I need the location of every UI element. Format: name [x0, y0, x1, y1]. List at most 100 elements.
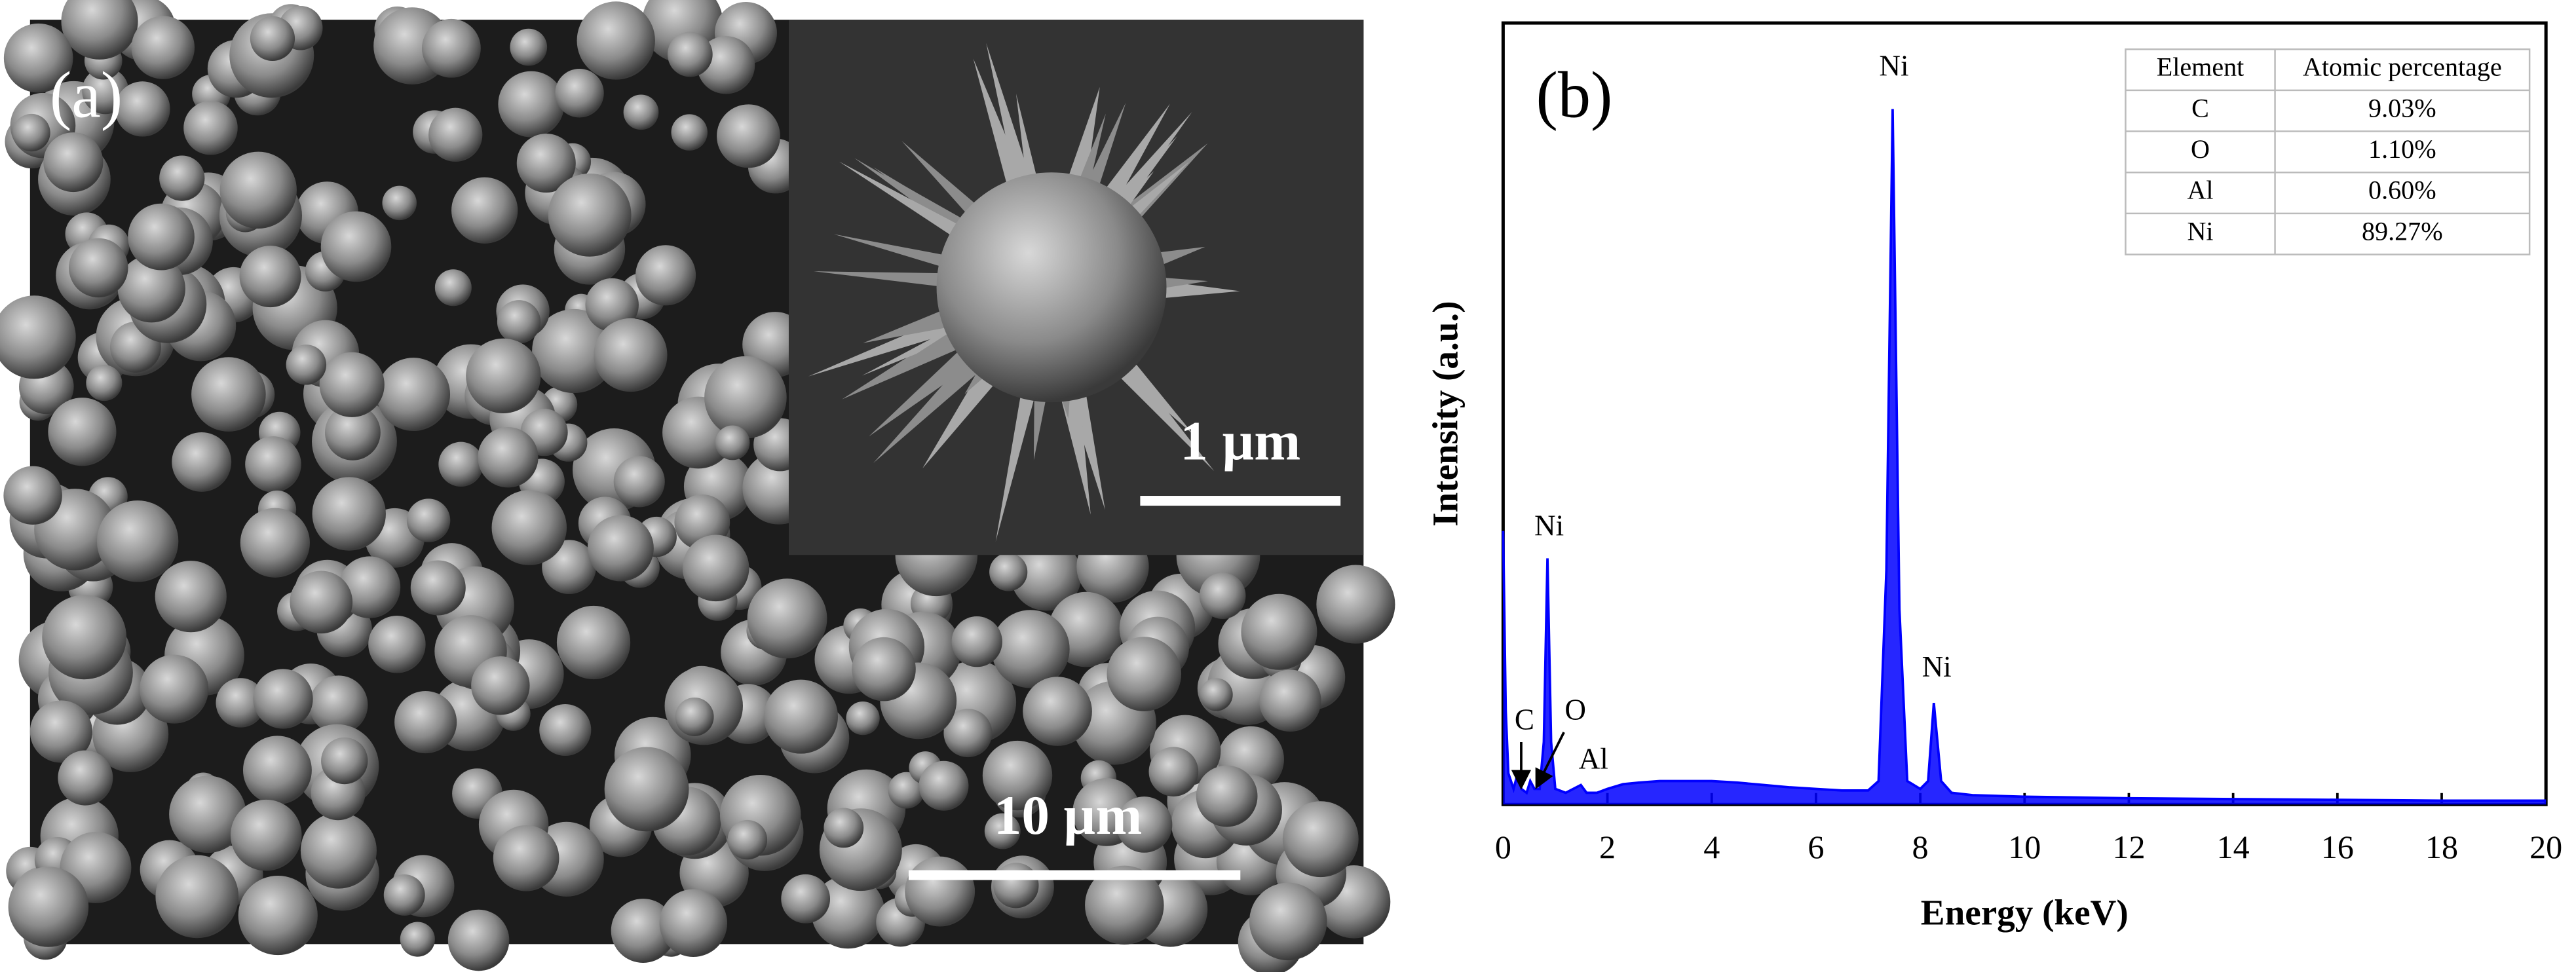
arrow — [1535, 732, 1565, 789]
particle — [1148, 747, 1199, 796]
particle — [394, 691, 457, 754]
scale-bar — [1140, 496, 1341, 506]
particle — [61, 0, 138, 60]
particle — [43, 132, 104, 193]
particle — [48, 398, 117, 466]
particle — [991, 610, 1070, 688]
particle — [3, 466, 62, 525]
particle — [321, 737, 368, 785]
table — [2125, 48, 2531, 255]
particle — [824, 808, 864, 848]
particle — [498, 71, 565, 138]
particle — [905, 856, 975, 927]
particle — [623, 94, 659, 130]
x-axis-label: Energy (keV) — [1921, 892, 2129, 932]
x-tick-label: 8 — [1912, 829, 1929, 865]
table-cell: 89.27% — [2362, 216, 2443, 246]
x-tick-label: 0 — [1495, 829, 1511, 865]
particle — [585, 278, 639, 332]
scale-bar-label: 1 µm — [1180, 410, 1300, 472]
particle — [69, 238, 128, 298]
particle — [183, 101, 238, 155]
table-header: Element — [2157, 52, 2245, 82]
particle — [747, 578, 827, 659]
particle — [491, 490, 567, 565]
scale-bar-label: 10 µm — [994, 785, 1143, 846]
particle — [155, 855, 239, 939]
particle — [667, 31, 713, 77]
x-tick-label: 18 — [2425, 829, 2458, 865]
particle — [1241, 593, 1317, 670]
particle — [1116, 796, 1173, 853]
particle — [320, 211, 392, 282]
particle-core — [936, 172, 1167, 403]
particle — [1199, 572, 1246, 619]
y-axis-label: Intensity (a.u.) — [1425, 301, 1465, 527]
particle — [555, 68, 604, 118]
particle — [635, 245, 696, 306]
particle — [309, 675, 368, 734]
particle — [219, 151, 297, 229]
particle — [1249, 882, 1327, 961]
particle — [682, 534, 749, 602]
sem-particles — [0, 0, 1395, 972]
particle — [715, 425, 750, 460]
particle — [240, 508, 311, 578]
particle — [290, 570, 353, 634]
particle — [671, 114, 708, 151]
particle — [58, 750, 113, 806]
particle — [338, 556, 401, 618]
particle — [539, 703, 592, 757]
particle — [96, 500, 179, 582]
table-cell: 0.60% — [2368, 176, 2436, 205]
particle — [239, 246, 301, 308]
particle — [1196, 765, 1258, 827]
particle — [451, 177, 518, 244]
particle — [117, 255, 185, 323]
particle — [155, 561, 227, 633]
x-tick-label: 16 — [2321, 829, 2354, 865]
x-tick-label: 10 — [2008, 829, 2041, 865]
particle — [478, 427, 539, 488]
particle — [383, 874, 425, 916]
scale-bar — [908, 870, 1241, 880]
particle — [238, 875, 318, 956]
particle — [587, 515, 654, 582]
particle — [172, 432, 232, 492]
particle — [242, 736, 312, 805]
particle — [1085, 865, 1164, 945]
x-tick-label: 4 — [1703, 829, 1720, 865]
particle — [128, 203, 195, 271]
table-cell: 9.03% — [2368, 93, 2436, 122]
particle — [493, 825, 559, 891]
particle — [447, 909, 510, 971]
spectrum-line — [1502, 109, 2547, 802]
particle — [428, 107, 483, 162]
peak-label: Al — [1579, 742, 1608, 775]
particle — [852, 637, 916, 701]
particle — [611, 899, 675, 963]
particle — [982, 740, 1053, 811]
x-tick-label: 6 — [1808, 829, 1824, 865]
particle — [245, 436, 301, 493]
particle — [159, 155, 205, 201]
particle — [434, 269, 472, 307]
particle — [438, 441, 483, 487]
x-tick-label: 14 — [2217, 829, 2250, 865]
particle — [382, 185, 417, 221]
particle — [1010, 540, 1082, 611]
particle — [422, 18, 481, 78]
peak-label: O — [1564, 693, 1586, 726]
spectrum-chart: 0 2 4 6 8 10 12 14 16 18 20 Energy (keV) Intensity (… — [1425, 21, 2562, 932]
particle — [300, 812, 377, 889]
panel-label: (a) — [50, 58, 123, 131]
particle — [169, 776, 246, 853]
table-cell: Ni — [2187, 216, 2213, 246]
particle — [140, 654, 209, 724]
table-header: Atomic percentage — [2303, 52, 2502, 82]
particle — [319, 352, 385, 417]
particle — [943, 709, 993, 758]
particle — [763, 679, 839, 754]
